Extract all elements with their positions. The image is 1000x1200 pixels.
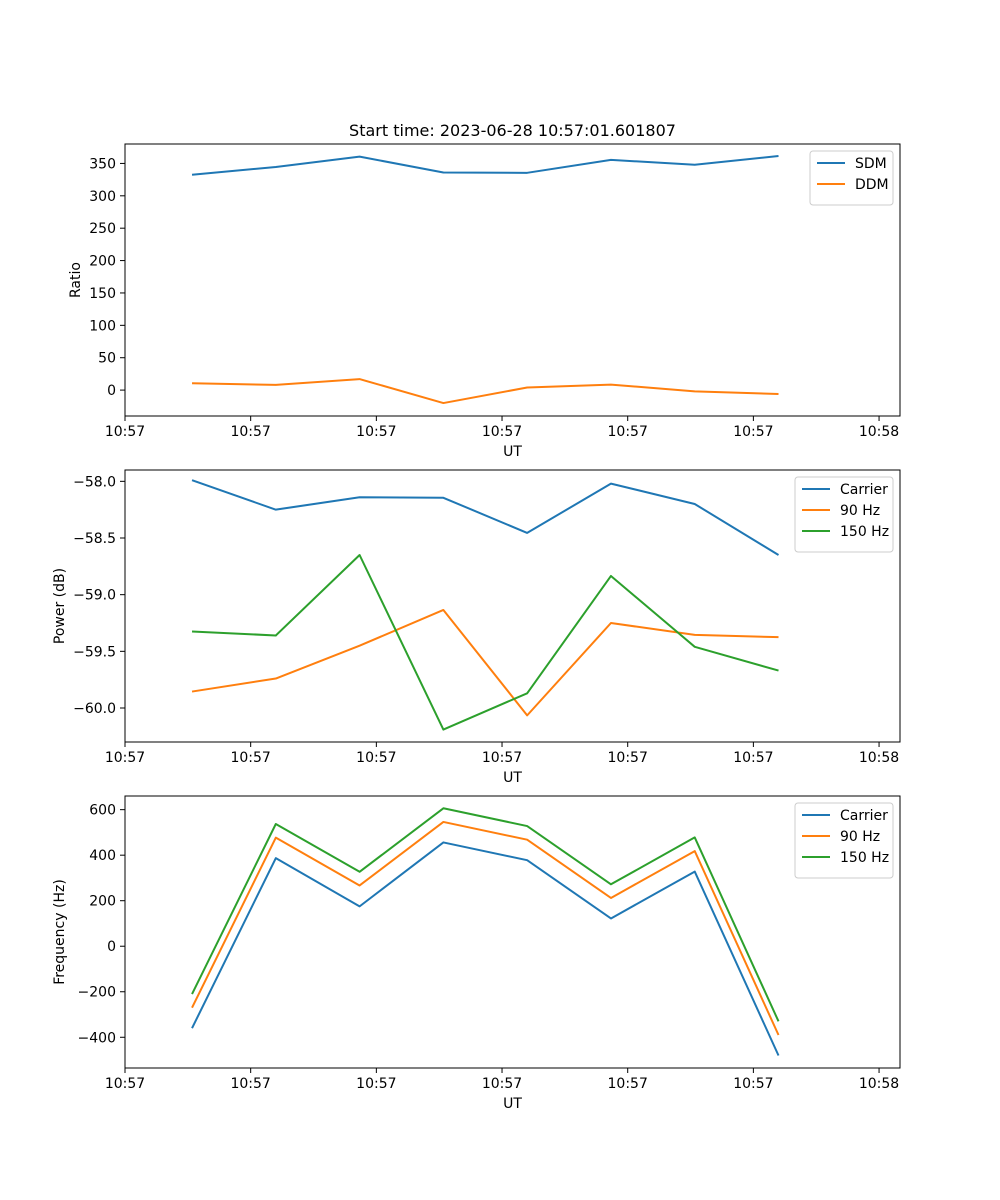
y-tick-label: 400 <box>89 848 116 864</box>
axes-frame <box>124 143 901 417</box>
series-line-150-hz <box>191 554 779 731</box>
x-tick-label: 10:58 <box>859 424 899 440</box>
axes-frame <box>124 469 901 743</box>
x-tick-label: 10:57 <box>608 750 648 766</box>
x-tick-label: 10:57 <box>230 424 270 440</box>
x-tick-label: 10:58 <box>859 750 899 766</box>
y-axis-label: Frequency (Hz) <box>52 879 68 985</box>
series-line-150-hz <box>191 807 780 1022</box>
y-tick-label: −58.0 <box>73 474 116 490</box>
y-tick-label: −59.0 <box>73 588 116 604</box>
y-tick-label: 50 <box>98 351 116 367</box>
x-axis-label: UT <box>503 444 522 460</box>
x-tick-label: 10:57 <box>608 1076 648 1092</box>
x-tick-label: 10:57 <box>356 424 396 440</box>
legend-label: 150 Hz <box>840 524 889 540</box>
x-tick-label: 10:57 <box>105 1076 145 1092</box>
series-line-carrier <box>191 841 780 1056</box>
legend-label: Carrier <box>840 482 888 498</box>
legend-box <box>809 150 894 206</box>
legend-label: 90 Hz <box>840 829 880 845</box>
legend-label: DDM <box>855 177 889 193</box>
figure-title: Start time: 2023-06-28 10:57:01.601807 <box>349 121 676 140</box>
y-tick-label: −58.5 <box>73 531 116 547</box>
x-tick-label: 10:57 <box>105 750 145 766</box>
legend: SDM DDM <box>809 150 894 206</box>
legend-label: Carrier <box>840 808 888 824</box>
series-line-90-hz <box>191 820 780 1036</box>
x-axis-label: UT <box>503 770 522 786</box>
series-line-carrier <box>191 479 780 556</box>
y-tick-label: 0 <box>107 939 116 955</box>
y-tick-label: −200 <box>78 985 116 1001</box>
legend-box <box>794 802 894 879</box>
x-tick-label: 10:57 <box>482 424 522 440</box>
y-tick-label: 200 <box>89 254 116 270</box>
legend: Carrier 90 Hz 150 Hz <box>794 802 894 879</box>
x-tick-label: 10:57 <box>733 1076 773 1092</box>
x-axis-label: UT <box>503 1096 522 1112</box>
axes-frame <box>124 795 901 1069</box>
legend-label: 90 Hz <box>840 503 880 519</box>
panels: 10:57 10:57 10:57 10:57 10:57 10:57 10:58 0 50 10… <box>52 143 901 1112</box>
legend-label: 150 Hz <box>840 850 889 866</box>
x-tick-label: 10:57 <box>356 750 396 766</box>
chart-panel-2: 10:57 10:57 10:57 10:57 10:57 10:57 10:58 −60.0… <box>52 469 901 786</box>
legend-box <box>794 476 894 553</box>
y-tick-label: 350 <box>89 156 116 172</box>
series-line-sdm <box>191 154 779 176</box>
y-tick-label: −60.0 <box>73 701 116 717</box>
y-tick-label: 300 <box>89 189 116 205</box>
series-line-90-hz <box>191 608 779 717</box>
y-tick-label: 200 <box>89 894 116 910</box>
y-tick-label: −400 <box>78 1030 116 1046</box>
legend: Carrier 90 Hz 150 Hz <box>794 476 894 553</box>
legend-label: SDM <box>855 156 887 172</box>
x-tick-label: 10:57 <box>733 424 773 440</box>
y-tick-label: 100 <box>89 318 116 334</box>
y-axis-label: Ratio <box>68 262 84 298</box>
y-tick-label: 150 <box>89 286 116 302</box>
x-tick-label: 10:57 <box>356 1076 396 1092</box>
x-tick-label: 10:57 <box>482 1076 522 1092</box>
chart-panel-3: 10:57 10:57 10:57 10:57 10:57 10:57 10:58 −400 −… <box>52 795 901 1112</box>
y-tick-label: 600 <box>89 803 116 819</box>
x-tick-label: 10:57 <box>230 1076 270 1092</box>
x-tick-label: 10:57 <box>733 750 773 766</box>
y-tick-label: −59.5 <box>73 644 116 660</box>
x-tick-label: 10:57 <box>482 750 522 766</box>
x-tick-label: 10:58 <box>859 1076 899 1092</box>
y-axis-label: Power (dB) <box>52 568 68 644</box>
x-tick-label: 10:57 <box>105 424 145 440</box>
series-line-ddm <box>192 378 779 405</box>
x-tick-label: 10:57 <box>608 424 648 440</box>
y-tick-label: 0 <box>107 383 116 399</box>
chart-panel-1: 10:57 10:57 10:57 10:57 10:57 10:57 10:58 0 50 10… <box>68 143 901 460</box>
x-tick-label: 10:57 <box>230 750 270 766</box>
y-tick-label: 250 <box>89 221 116 237</box>
